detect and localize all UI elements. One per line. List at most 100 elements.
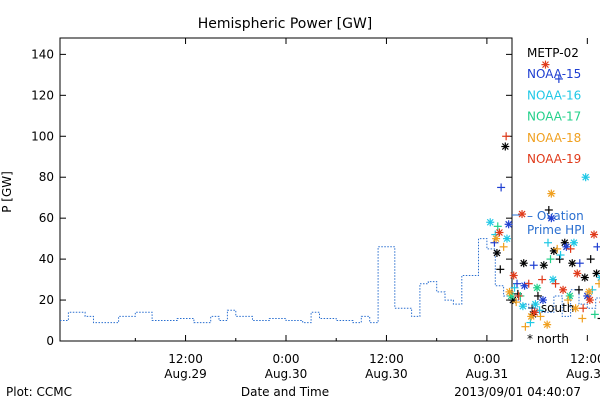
marker-stroke xyxy=(562,243,570,251)
chart-title: Hemispheric Power [GW] xyxy=(198,16,373,32)
y-tick-label: 100 xyxy=(31,129,54,143)
series-noaa-17 xyxy=(493,222,599,319)
north-marker xyxy=(559,285,568,294)
north-marker xyxy=(539,261,548,270)
south-marker xyxy=(513,279,522,288)
south-marker xyxy=(510,283,519,292)
marker-stroke xyxy=(561,239,569,247)
north-marker xyxy=(533,283,542,292)
south-marker xyxy=(574,285,583,294)
marker-stroke xyxy=(585,288,593,296)
footer-timestamp: 2013/09/01 04:40:07 xyxy=(454,385,581,399)
y-tick-label: 120 xyxy=(31,88,54,102)
south-marker xyxy=(555,255,564,264)
north-marker xyxy=(509,271,518,280)
north-marker xyxy=(518,302,527,311)
legend-item-noaa-19: NOAA-19 xyxy=(527,152,581,166)
series-noaa-18 xyxy=(492,189,600,331)
south-marker xyxy=(590,310,599,319)
marker-stroke xyxy=(570,239,578,247)
y-tick-label: 0 xyxy=(46,334,54,348)
y-tick-label: 140 xyxy=(31,47,54,61)
north-marker xyxy=(492,248,501,257)
north-marker xyxy=(580,273,589,282)
south-marker xyxy=(529,261,538,270)
south-marker xyxy=(566,244,575,253)
marker-stroke xyxy=(509,296,517,304)
north-marker xyxy=(573,269,582,278)
south-marker xyxy=(514,291,523,300)
x-tick-label-time: 0:00 xyxy=(473,352,500,366)
north-marker xyxy=(492,234,501,243)
north-marker xyxy=(585,296,594,305)
marker-stroke xyxy=(507,292,515,300)
marker-stroke xyxy=(486,218,494,226)
marker-stroke xyxy=(582,173,590,181)
south-marker xyxy=(575,259,584,268)
south-marker xyxy=(499,242,508,251)
marker-stroke xyxy=(540,261,548,269)
marker-stroke xyxy=(519,302,527,310)
marker-stroke xyxy=(597,277,600,281)
north-marker xyxy=(562,242,571,251)
y-tick-label: 80 xyxy=(39,170,54,184)
north-marker xyxy=(531,300,540,309)
marker-stroke xyxy=(506,288,513,296)
south-marker xyxy=(578,314,587,323)
x-tick-label-time: 12:00 xyxy=(570,352,600,366)
south-marker xyxy=(553,244,562,253)
north-marker xyxy=(569,238,578,247)
south-marker xyxy=(493,222,502,231)
marker-stroke xyxy=(503,235,511,243)
marker-stroke xyxy=(533,284,541,292)
north-marker xyxy=(585,287,594,296)
legend-item-noaa-18: NOAA-18 xyxy=(527,131,581,145)
north-marker xyxy=(518,210,527,219)
x-tick-label-date: Aug.30 xyxy=(365,367,408,381)
marker-stroke xyxy=(539,296,547,304)
north-marker xyxy=(547,214,556,223)
south-marker xyxy=(595,279,600,288)
north-marker xyxy=(592,269,600,278)
south-marker xyxy=(597,317,600,320)
north-marker xyxy=(486,218,495,227)
x-tick-label-time: 12:00 xyxy=(369,352,404,366)
north-marker xyxy=(596,274,600,281)
marker-stroke xyxy=(531,308,539,316)
x-tick-label-time: 0:00 xyxy=(273,352,300,366)
marker-stroke xyxy=(559,286,567,294)
south-marker xyxy=(497,183,506,192)
north-marker xyxy=(502,234,511,243)
marker-stroke xyxy=(542,61,549,69)
south-marker xyxy=(556,251,565,260)
legend-item-noaa-16: NOAA-16 xyxy=(527,88,581,102)
footer-plot-credit: Plot: CCMC xyxy=(6,385,72,399)
marker-stroke xyxy=(549,276,557,284)
south-marker xyxy=(546,255,555,264)
marker-stroke xyxy=(496,229,503,236)
marker-stroke xyxy=(492,235,500,243)
marker-stroke xyxy=(547,190,555,198)
ovation-label-line1: – Ovation xyxy=(527,209,584,223)
north-marker xyxy=(495,228,504,237)
marker-stroke xyxy=(505,220,513,228)
north-marker xyxy=(505,287,514,296)
marker-stroke xyxy=(573,270,581,277)
x-tick-label-time: 12:00 xyxy=(168,352,203,366)
marker-stroke xyxy=(547,214,555,222)
marker-stroke xyxy=(543,321,551,329)
x-tick-label-date: Aug.31 xyxy=(466,367,509,381)
south-marker xyxy=(521,322,530,331)
south-marker xyxy=(533,291,542,300)
legend-item-metp-02: METP-02 xyxy=(527,46,579,60)
marker-stroke xyxy=(532,300,539,308)
y-axis-label: P [GW] xyxy=(0,171,14,213)
south-marker xyxy=(551,279,560,288)
south-marker xyxy=(524,279,533,288)
north-marker xyxy=(571,304,580,313)
north-marker xyxy=(590,230,599,239)
y-tick-label: 60 xyxy=(39,211,54,225)
x-tick-label-date: Aug.31 xyxy=(566,367,600,381)
north-marker xyxy=(520,281,529,290)
